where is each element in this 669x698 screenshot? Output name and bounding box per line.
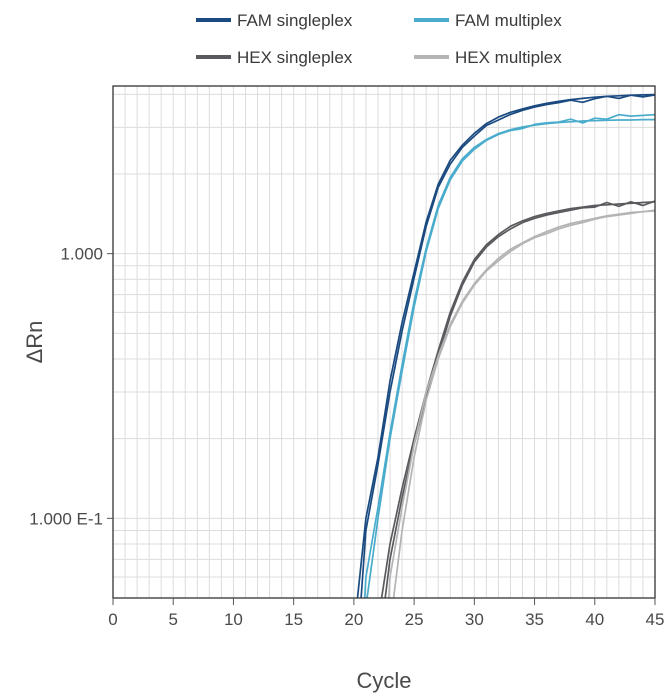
x-tick-label: 25 <box>405 610 424 629</box>
x-axis-title: Cycle <box>356 668 411 693</box>
legend-label: HEX singleplex <box>237 48 353 67</box>
series-line-4-rep-2 <box>392 209 656 599</box>
series-line-1-rep-2 <box>360 94 656 599</box>
legend-label: HEX multiplex <box>455 48 562 67</box>
series-lines <box>356 93 656 599</box>
x-tick-label: 40 <box>585 610 604 629</box>
y-tick-label: 1.000 <box>60 245 103 264</box>
x-tick-label: 5 <box>168 610 177 629</box>
grid <box>113 86 655 598</box>
series-line-2-rep-2 <box>366 113 656 599</box>
y-axis-tick-labels: 1.000 E-1 1.000 <box>29 245 113 528</box>
plot-frame <box>112 85 656 599</box>
y-tick-label: 1.000 E-1 <box>29 509 103 528</box>
legend: FAM singleplex FAM multiplex HEX singleple… <box>196 11 562 67</box>
x-tick-label: 15 <box>284 610 303 629</box>
x-tick-label: 30 <box>465 610 484 629</box>
y-axis-title: ΔRn <box>22 321 47 364</box>
x-tick-label: 20 <box>344 610 363 629</box>
x-tick-label: 0 <box>108 610 117 629</box>
x-tick-label: 10 <box>224 610 243 629</box>
series-line-4-rep-1 <box>387 210 656 599</box>
x-tick-label: 45 <box>646 610 665 629</box>
legend-label: FAM multiplex <box>455 11 562 30</box>
x-tick-label: 35 <box>525 610 544 629</box>
x-axis-tick-labels: 0 5 10 15 20 25 30 35 40 45 <box>108 598 664 629</box>
legend-label: FAM singleplex <box>237 11 353 30</box>
